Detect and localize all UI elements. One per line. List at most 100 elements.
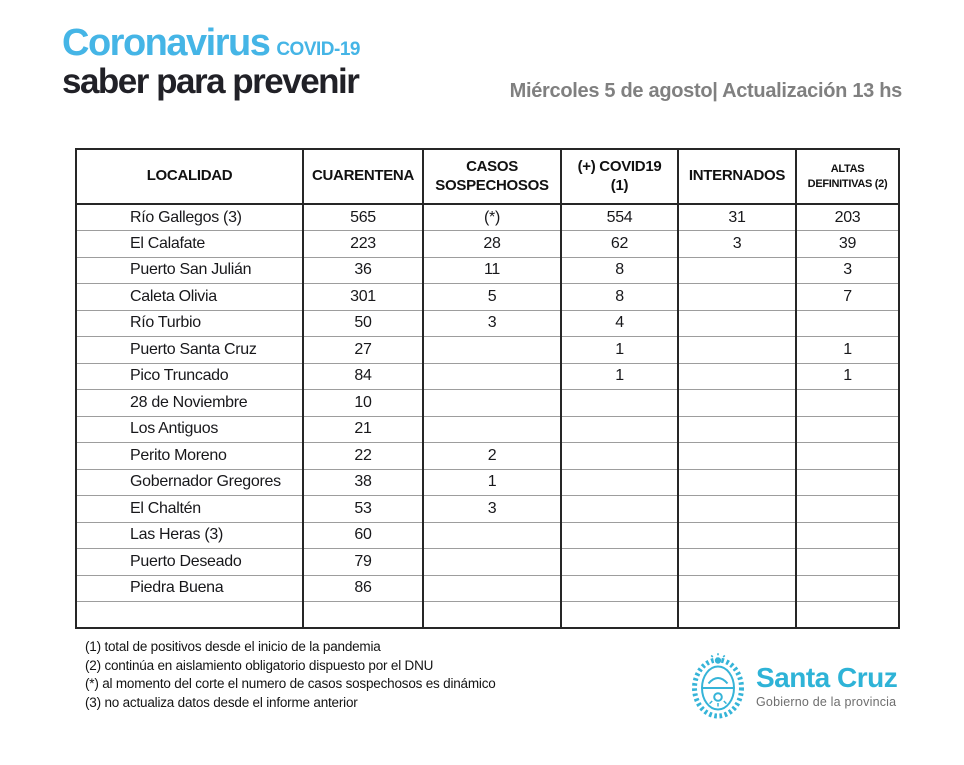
column-header: (+) COVID19 (1) [560,148,679,205]
table-cell: 1 [795,362,900,390]
table-row [75,601,900,629]
table-cell: Puerto Santa Cruz [75,336,304,364]
table-cell: 28 de Noviembre [75,389,304,417]
table-cell: Los Antiguos [75,415,304,443]
table-cell [795,495,900,523]
table-cell [422,415,562,443]
table-cell: 28 [422,230,562,258]
table-cell: 8 [560,256,679,284]
table-row: Los Antiguos 21 [75,415,900,443]
table-cell [560,415,679,443]
table-cell [677,601,797,629]
table-cell [677,336,797,364]
table-row: Puerto Deseado 79 [75,548,900,576]
column-header: INTERNADOS [677,148,797,205]
table-cell: (*) [422,203,562,231]
update-date: Miércoles 5 de agosto| Actualización 13 … [509,80,903,102]
table-cell: 38 [302,468,424,496]
table-cell: 554 [560,203,679,231]
table-cell [795,442,900,470]
table-cell: 60 [302,521,424,549]
table-cell [677,283,797,311]
footnotes: (1) total de positivos desde el inicio d… [85,638,496,712]
table-cell: 86 [302,574,424,602]
table-cell [795,468,900,496]
column-header: CASOS SOSPECHOSOS [422,148,562,205]
table-row: 28 de Noviembre 10 [75,389,900,417]
table-cell: 1 [560,336,679,364]
table-row: Puerto Santa Cruz 27 1 1 [75,336,900,364]
brand-covid-label: COVID-19 [276,39,360,60]
gov-name: Santa Cruz [756,661,898,693]
brand-tagline: saber para prevenir [62,62,360,101]
table-cell: 8 [560,283,679,311]
table-cell: 3 [795,256,900,284]
table-row: Gobernador Gregores 38 1 [75,468,900,496]
table-cell: 62 [560,230,679,258]
gov-subtitle: Gobierno de la provincia [756,695,897,710]
column-header: CUARENTENA [302,148,424,205]
table-cell: 301 [302,283,424,311]
table-cell [677,442,797,470]
table-cell: 84 [302,362,424,390]
table-cell: 2 [422,442,562,470]
table-cell: 1 [560,362,679,390]
table-cell: Caleta Olivia [75,283,304,311]
footnote: (2) continúa en aislamiento obligatorio … [85,657,434,673]
table-cell [422,336,562,364]
table-cell [560,495,679,523]
table-cell [795,415,900,443]
table-cell: 31 [677,203,797,231]
table-cell [795,601,900,629]
table-row: Perito Moreno 22 2 [75,442,900,470]
table-cell [422,574,562,602]
covid-table: LOCALIDAD CUARENTENA CASOS SOSPECHOSOS (+) … [75,148,900,629]
table-cell [422,389,562,417]
table-row: Río Turbio 50 3 4 [75,309,900,337]
table-cell: 39 [795,230,900,258]
table-cell [422,521,562,549]
table-cell [795,389,900,417]
table-cell [560,521,679,549]
table-cell [677,415,797,443]
table-cell [795,548,900,576]
brand-title-line: Coronavirus COVID-19 [62,22,360,65]
table-cell: El Calafate [75,230,304,258]
table-cell [677,574,797,602]
table-cell: 22 [302,442,424,470]
gov-logo-text: Santa Cruz Gobierno de la provincia [756,661,898,710]
table-cell [795,309,900,337]
table-cell: 7 [795,283,900,311]
table-cell [560,574,679,602]
table-cell: Río Gallegos (3) [75,203,304,231]
table-cell: El Chaltén [75,495,304,523]
footnote: (*) al momento del corte el numero de ca… [85,676,496,691]
table-cell: 50 [302,309,424,337]
table-row: Piedra Buena 86 [75,574,900,602]
table-cell [422,362,562,390]
table-cell [302,601,424,629]
table-cell [677,495,797,523]
table-row: Pico Truncado 84 1 1 [75,362,900,390]
table-cell: 5 [422,283,562,311]
table-cell: 11 [422,256,562,284]
santa-cruz-crest-icon [692,653,744,719]
table-cell: 10 [302,389,424,417]
column-header: LOCALIDAD [75,148,304,205]
table-cell [560,601,679,629]
table-cell [560,389,679,417]
table-cell: 4 [560,309,679,337]
table-cell: 21 [302,415,424,443]
table-row: El Chaltén 53 3 [75,495,900,523]
table-cell: 3 [422,309,562,337]
table-cell [75,601,304,629]
table-cell: Las Heras (3) [75,521,304,549]
table-cell: Perito Moreno [75,442,304,470]
table-cell: 3 [422,495,562,523]
table-cell [677,389,797,417]
table-cell [560,548,679,576]
table-cell [560,468,679,496]
table-row: Caleta Olivia 301 5 8 7 [75,283,900,311]
table-cell [677,309,797,337]
table-cell: Río Turbio [75,309,304,337]
